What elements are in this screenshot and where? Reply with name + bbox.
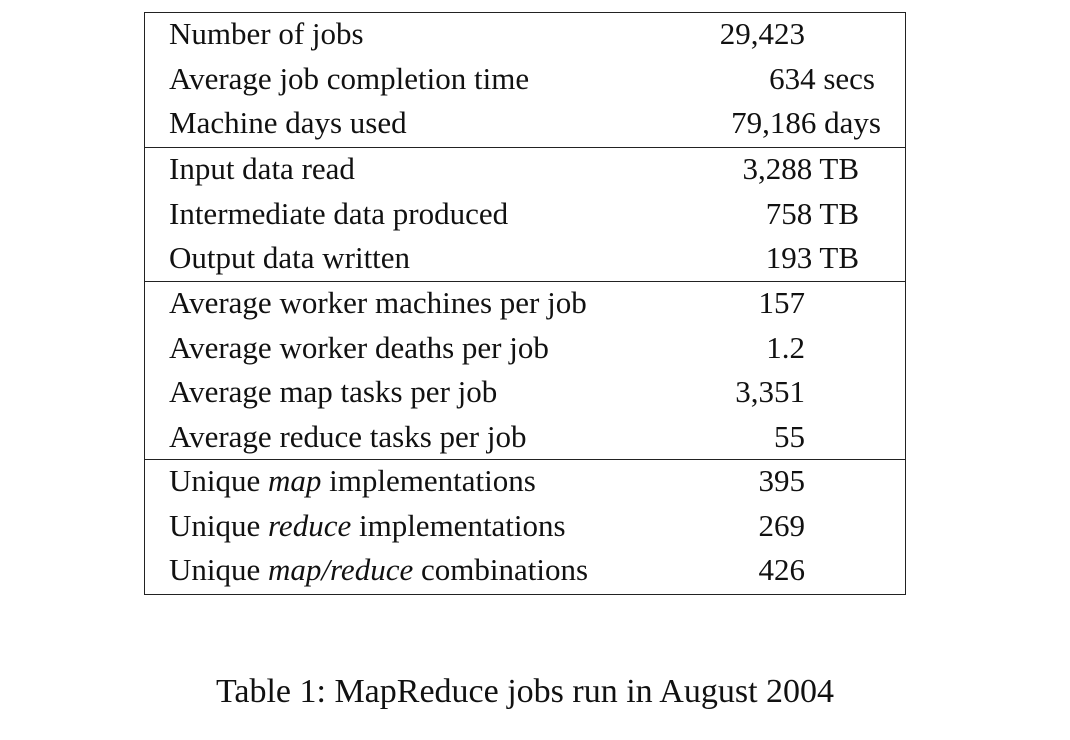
row-label: Input data read [169, 151, 355, 186]
row-value: 634 secs [769, 60, 875, 96]
table-row: Output data written 193 TB [145, 236, 905, 281]
table-group-data: Input data read 3,288 TB Intermediate da… [145, 147, 905, 281]
table-group-implementations: Unique map implementations 395 Unique re… [145, 459, 905, 593]
table-row: Intermediate data produced 758 TB [145, 192, 905, 237]
table-row: Unique map implementations 395 [145, 459, 905, 504]
table-group-jobs: Number of jobs 29,423 Average job comple… [145, 13, 905, 147]
table-row: Average worker machines per job 157 [145, 281, 905, 326]
row-value: 758 TB [765, 195, 859, 231]
row-label: Output data written [169, 240, 411, 276]
row-label: Machine days used [169, 105, 407, 141]
table-row: Unique map/reduce combinations 426 [145, 548, 905, 593]
row-value: 3,351 [735, 374, 805, 410]
row-value: 55 [774, 418, 805, 454]
table-row: Average reduce tasks per job 55 [145, 415, 905, 460]
table-caption: Table 1: MapReduce jobs run in August 20… [215, 673, 835, 710]
row-value: 426 [758, 552, 806, 588]
row-value: 1.2 [766, 329, 805, 365]
table-row: Input data read 3,288 TB [145, 147, 905, 192]
table-row: Average worker deaths per job 1.2 [145, 326, 905, 371]
row-label: Average reduce tasks per job [169, 418, 527, 454]
table-group-workers: Average worker machines per job 157 Aver… [145, 281, 905, 459]
row-value: 29,423 [719, 16, 805, 51]
table-row: Average job completion time 634 secs [145, 57, 905, 102]
row-value: 395 [758, 463, 806, 498]
row-label: Unique map/reduce combinations [169, 552, 589, 588]
row-label: Average job completion time [169, 60, 530, 96]
row-label: Unique map implementations [169, 463, 536, 498]
row-value: 3,288 TB [742, 151, 859, 186]
stats-table: Number of jobs 29,423 Average job comple… [144, 12, 906, 595]
row-value: 193 TB [765, 240, 859, 276]
row-label: Intermediate data produced [169, 195, 509, 231]
row-label: Unique reduce implementations [169, 507, 566, 543]
row-value: 79,186 days [731, 105, 881, 141]
table-row: Unique reduce implementations 269 [145, 504, 905, 549]
row-label: Number of jobs [169, 16, 364, 51]
table-row: Machine days used 79,186 days [145, 101, 905, 146]
row-value: 157 [758, 285, 806, 320]
row-label: Average worker deaths per job [169, 329, 549, 365]
row-value: 269 [758, 507, 806, 543]
table-row: Number of jobs 29,423 [145, 12, 905, 57]
table-row: Average map tasks per job 3,351 [145, 370, 905, 415]
row-label: Average worker machines per job [169, 285, 587, 320]
row-label: Average map tasks per job [169, 374, 498, 410]
